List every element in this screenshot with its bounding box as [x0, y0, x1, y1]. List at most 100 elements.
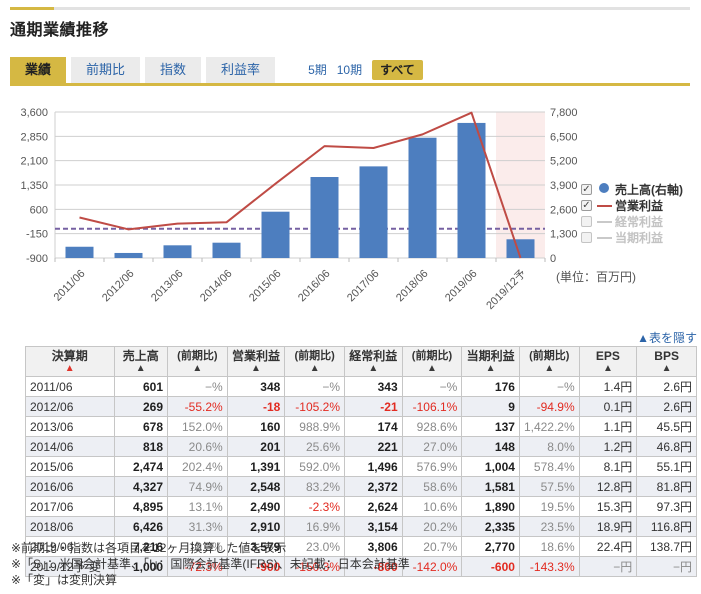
legend-checkbox-1[interactable]: ✓ — [581, 199, 592, 211]
cell-ord-yoy: 576.9% — [401, 456, 463, 477]
period-all[interactable]: すべて — [372, 60, 423, 80]
revenue-bar — [359, 166, 388, 258]
sort-triangle-icon[interactable]: ▲ — [192, 363, 203, 374]
cell-sales-yoy: 74.9% — [167, 476, 228, 497]
left-axis-tick: 2,850 — [20, 131, 48, 143]
footnote: ※前期比・指数は各項目を12ヶ月換算した値を表示 — [11, 541, 287, 555]
cell-operating-income: 2,548 — [226, 476, 286, 497]
svg-text:2018/06: 2018/06 — [394, 268, 431, 305]
cell-fiscal-period: 2012/06 — [25, 396, 115, 417]
cell-operating-income: 201 — [226, 436, 286, 457]
svg-text:2014/06: 2014/06 — [198, 268, 235, 305]
cell-sales-yoy: 13.1% — [167, 496, 228, 517]
sort-triangle-icon[interactable]: ▲ — [368, 363, 379, 374]
left-axis-tick: -150 — [26, 229, 48, 241]
period-5[interactable]: 5期 — [308, 63, 327, 77]
cell-eps: 12.8円 — [578, 476, 638, 497]
column-header-operating-income: 営業利益 ▲ — [226, 346, 286, 377]
cell-net-yoy: 18.6% — [518, 536, 580, 557]
revenue-bar — [212, 242, 241, 258]
performance-table: 決算期 ▲ 売上高 ▲ (前期比) ▲ 営業利益 ▲ (前期比) ▲ 経常利益 ▲ (前期比) ▲ 当期利益… — [25, 346, 697, 577]
cell-ordinary-income: -800 — [344, 556, 403, 577]
sort-triangle-icon[interactable]: ▲ — [427, 363, 437, 374]
line-icon — [596, 214, 612, 228]
legend-checkbox-2[interactable] — [581, 215, 592, 227]
right-axis-tick: 0 — [550, 253, 556, 265]
hide-table-link[interactable]: ▲表を隠す — [637, 331, 697, 345]
cell-sales: 4,327 — [113, 476, 168, 497]
cell-ord-yoy: -142.0% — [401, 556, 463, 577]
tab-yoy[interactable]: 前期比 — [71, 57, 141, 83]
revenue-bar — [114, 252, 143, 258]
cell-net-income: 2,770 — [461, 536, 520, 557]
x-axis-label: 2013/06 — [149, 268, 186, 305]
sort-triangle-icon[interactable]: ▲ — [64, 363, 75, 374]
cell-net-yoy: 19.5% — [518, 496, 580, 517]
legend-label: 当期利益 — [615, 230, 664, 245]
cell-ordinary-income: 174 — [344, 416, 403, 437]
x-axis-label: 2016/06 — [296, 268, 333, 305]
cell-eps: 0.1円 — [578, 396, 638, 417]
column-header-ord-yoy: (前期比) ▲ — [401, 346, 463, 377]
cell-sales-yoy: −% — [167, 376, 228, 397]
tab-index[interactable]: 指数 — [145, 57, 202, 83]
cell-ord-yoy: -106.1% — [401, 396, 463, 417]
cell-ordinary-income: 343 — [344, 376, 403, 397]
cell-ordinary-income: -21 — [344, 396, 403, 417]
cell-bps: 45.5円 — [636, 416, 697, 437]
column-header-ordinary-income: 経常利益 ▲ — [344, 346, 403, 377]
column-header-op-yoy: (前期比) ▲ — [284, 346, 345, 377]
cell-sales: 2,474 — [113, 456, 168, 477]
column-header-bps: BPS ▲ — [636, 346, 697, 377]
cell-net-yoy: 23.5% — [518, 516, 580, 537]
column-header-net-income: 当期利益 ▲ — [461, 346, 520, 377]
table-row: 2015/06 2,474 202.4% 1,391 592.0% 1,496 576.9%… — [25, 456, 697, 477]
sort-triangle-icon[interactable]: ▲ — [485, 363, 496, 374]
cell-eps: 15.3円 — [578, 496, 638, 517]
cell-op-yoy: 83.2% — [284, 476, 345, 497]
revenue-bar — [261, 211, 290, 258]
cell-net-income: 9 — [461, 396, 520, 417]
sort-triangle-icon[interactable]: ▲ — [661, 363, 672, 374]
legend-label: 売上高(右軸) — [615, 182, 683, 197]
column-label: 営業利益 — [231, 349, 280, 363]
left-axis-tick: 2,100 — [20, 156, 48, 168]
cell-net-yoy: 1,422.2% — [518, 416, 580, 437]
tab-performance[interactable]: 業績 — [10, 57, 67, 83]
cell-bps: 55.1円 — [636, 456, 697, 477]
cell-sales-yoy: 152.0% — [167, 416, 228, 437]
left-axis-tick: 3,600 — [20, 107, 48, 119]
line-icon — [596, 230, 612, 244]
legend-item-3: 当期利益 — [581, 229, 683, 245]
sort-triangle-icon[interactable]: ▲ — [544, 363, 555, 374]
period-10[interactable]: 10期 — [336, 63, 363, 77]
cell-sales: 1,000 — [113, 556, 168, 577]
cell-sales-yoy: 202.4% — [167, 456, 228, 477]
cell-ord-yoy: 20.7% — [401, 536, 463, 557]
cell-bps: 81.8円 — [636, 476, 697, 497]
cell-op-yoy: 16.9% — [284, 516, 345, 537]
cell-net-income: 1,004 — [461, 456, 520, 477]
sort-triangle-icon[interactable]: ▲ — [602, 363, 613, 374]
sort-triangle-icon[interactable]: ▲ — [135, 363, 146, 374]
legend-checkbox-3[interactable] — [581, 231, 592, 243]
cell-sales: 4,895 — [113, 496, 168, 517]
cell-fiscal-period: 2017/06 — [25, 496, 115, 517]
svg-text:2011/06: 2011/06 — [52, 268, 88, 304]
legend-checkbox-0[interactable]: ✓ — [581, 183, 592, 195]
cell-fiscal-period: 2014/06 — [25, 436, 115, 457]
cell-ordinary-income: 2,372 — [344, 476, 403, 497]
cell-fiscal-period: 2011/06 — [25, 376, 115, 397]
svg-text:2019/06: 2019/06 — [443, 268, 480, 305]
cell-operating-income: -900 — [226, 556, 286, 577]
right-axis-tick: 7,800 — [550, 107, 578, 119]
chart-legend: ✓ 売上高(右軸) ✓ 営業利益 経常利益 当期利益 — [581, 181, 683, 245]
table-row: 2017/06 4,895 13.1% 2,490 -2.3% 2,624 10.6% 1,8… — [25, 496, 697, 517]
cell-ordinary-income: 2,624 — [344, 496, 403, 517]
tab-margin[interactable]: 利益率 — [206, 57, 276, 83]
sort-triangle-icon[interactable]: ▲ — [309, 363, 320, 374]
left-axis-tick: -900 — [26, 253, 48, 265]
sort-triangle-icon[interactable]: ▲ — [251, 363, 261, 374]
cell-eps: 18.9円 — [578, 516, 638, 537]
column-header-sales-yoy: (前期比) ▲ — [167, 346, 228, 377]
